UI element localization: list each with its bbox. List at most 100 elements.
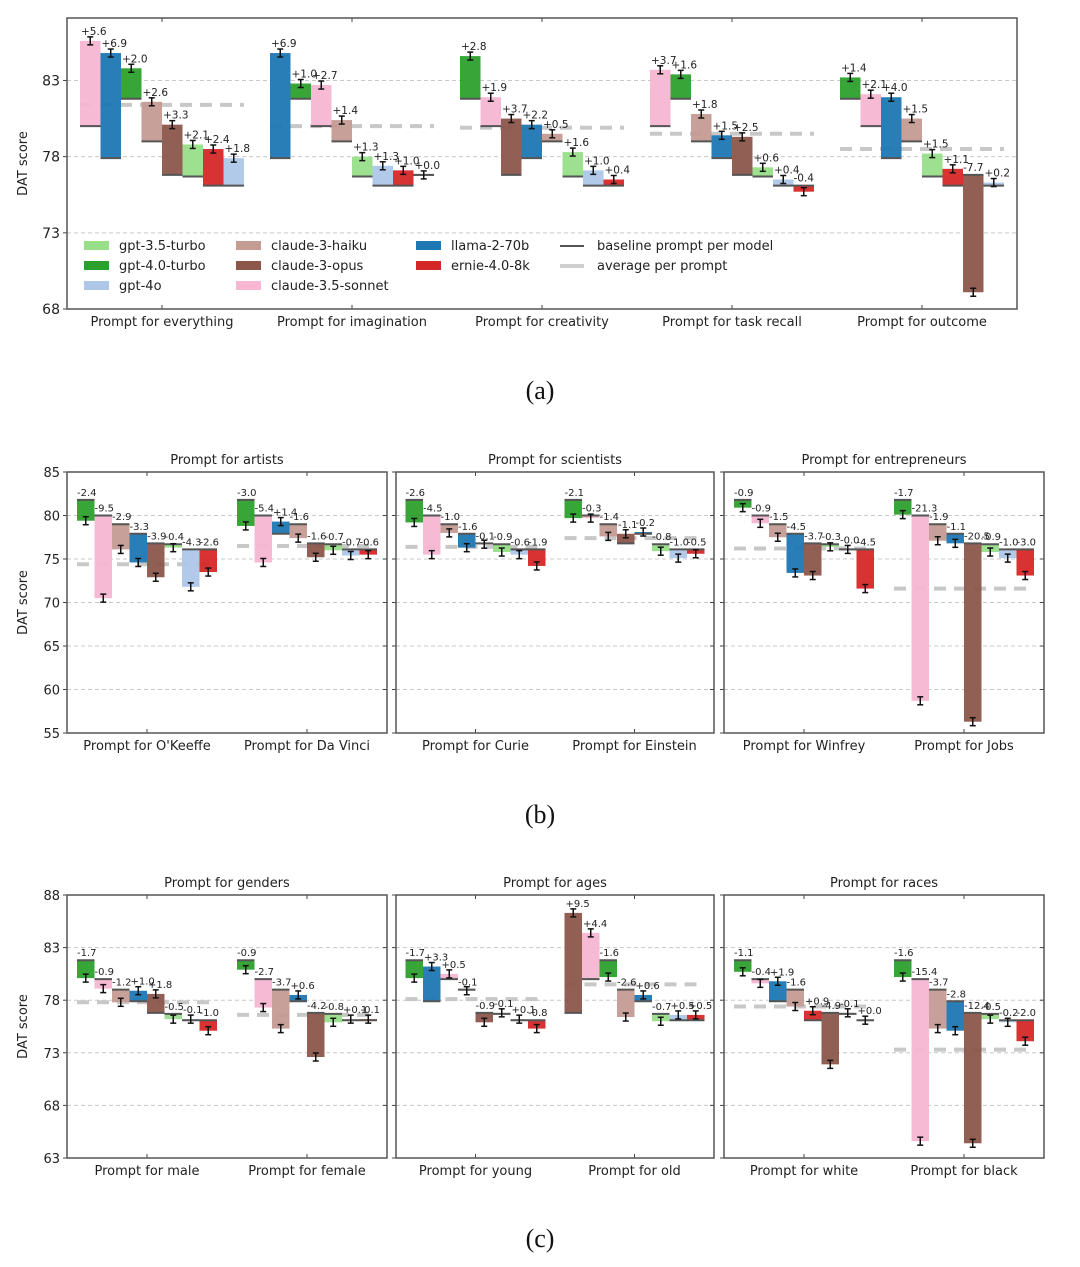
data-label: +2.1 xyxy=(862,79,888,91)
bar-gpt-4.0-turbo xyxy=(599,960,617,978)
y-tick-label: 88 xyxy=(43,889,60,904)
data-label: -3.7 xyxy=(929,978,949,989)
bar-claude-3-opus xyxy=(821,1012,839,1065)
group-0: Prompt for white -1.1 -0.4+1.9-1.6 +0.9-4.9… xyxy=(734,895,882,1179)
data-label: +6.9 xyxy=(102,38,128,50)
group-0: Prompt for male-1.7-0.9-1.2+1.0+1.8-0.5-… xyxy=(77,895,219,1179)
group-4: Prompt for outcome +1.4 +2.1+4.0 +1.5 +1.5 +1… xyxy=(840,18,1010,330)
bar-gpt-4.0-turbo xyxy=(460,56,481,99)
bar-claude-3-haiku xyxy=(331,120,352,142)
data-label: -0.7 xyxy=(652,1002,672,1013)
data-label: -1.6 xyxy=(894,948,914,959)
legend-swatch-ernie-4.0-8k xyxy=(416,261,441,270)
data-label: -1.1 xyxy=(618,520,638,531)
y-tick-label: 55 xyxy=(43,727,60,742)
legend-swatch-claude-3-opus xyxy=(236,261,261,270)
bar-ernie-4.0-8k xyxy=(199,549,217,573)
data-label: +2.6 xyxy=(143,87,169,99)
bar-claude-3-haiku xyxy=(929,989,947,1029)
data-label: -1.6 xyxy=(600,948,620,959)
panel-title: Prompt for scientists xyxy=(488,453,622,468)
data-label: +0.0 xyxy=(415,160,441,172)
group-3: Prompt for task recall +3.7+1.6 +1.8 +1.5+2… xyxy=(650,18,814,330)
data-label: -1.9 xyxy=(929,512,949,523)
legend-swatch-claude-3-haiku xyxy=(236,241,261,250)
caption-b: (b) xyxy=(524,800,556,829)
bar-gpt-4.0-turbo xyxy=(734,960,752,972)
group-1: Prompt for female-0.9-2.7-3.7+0.6-4.2-0.… xyxy=(237,895,380,1179)
bar-gpt-4.0-turbo xyxy=(894,960,912,978)
group-1: Prompt for Einstein -2.1 -0.3-1.4-1.1-0.2 -… xyxy=(564,472,707,754)
bar-gpt-4.0-turbo xyxy=(405,499,423,523)
data-label: +0.4 xyxy=(774,164,800,176)
y-tick-label: 85 xyxy=(43,466,60,481)
data-label: -1.4 xyxy=(600,512,620,523)
data-label: -0.3 xyxy=(582,504,602,515)
panel-title: Prompt for entrepreneurs xyxy=(801,453,966,468)
data-label: -4.5 xyxy=(787,522,807,533)
x-tick-label: Prompt for white xyxy=(750,1164,858,1179)
data-label: -2.1 xyxy=(565,488,585,499)
y-tick-label: 75 xyxy=(43,553,60,568)
bar-claude-3.5-sonnet xyxy=(911,515,929,701)
panel-b1: 55 60 65 70 75 80 85 Prompt for artists DAT scor… xyxy=(16,453,388,754)
y-tick-label: 78 xyxy=(42,150,60,166)
x-tick-label: Prompt for imagination xyxy=(277,315,427,330)
legend-baseline-label: baseline prompt per model xyxy=(597,239,773,254)
bar-gpt-3.5-turbo xyxy=(182,144,203,177)
data-label: +0.5 xyxy=(442,960,466,971)
group-2: Prompt for creativity+2.8+1.9+3.7+2.2+0.… xyxy=(460,18,630,330)
y-tick-label: 60 xyxy=(43,684,60,699)
plot-frame xyxy=(723,471,1045,734)
data-label: +1.4 xyxy=(333,105,359,117)
data-label: -0.1 xyxy=(183,1005,203,1016)
data-label: +2.7 xyxy=(312,70,338,82)
bar-claude-3-opus xyxy=(162,124,183,175)
data-label: -2.0 xyxy=(1017,1008,1037,1019)
data-label: +1.5 xyxy=(903,104,929,116)
y-axis-label: DAT score xyxy=(16,570,31,635)
bar-claude-3.5-sonnet xyxy=(254,515,272,563)
x-tick-label: Prompt for old xyxy=(588,1164,681,1179)
data-label: -9.5 xyxy=(95,504,115,515)
bar-claude-3-haiku xyxy=(112,989,130,1003)
data-label: -1.0 xyxy=(200,1008,220,1019)
x-tick-label: Prompt for Winfrey xyxy=(743,739,866,754)
data-label: +3.3 xyxy=(424,953,448,964)
bar-gpt-4.0-turbo xyxy=(840,77,861,99)
bar-gpt-3.5-turbo xyxy=(352,156,373,177)
panel-title: Prompt for genders xyxy=(164,876,290,891)
data-label: -2.6 xyxy=(406,488,426,499)
bar-claude-3.5-sonnet xyxy=(80,40,101,127)
data-label: -3.7 xyxy=(804,531,824,542)
data-label: -0.1 xyxy=(494,999,514,1010)
plot-frame xyxy=(395,471,715,734)
data-label: -3.7 xyxy=(272,978,292,989)
bar-claude-3-opus xyxy=(804,543,822,576)
y-tick-label: 83 xyxy=(43,942,60,957)
data-label: -7.7 xyxy=(963,162,984,174)
panel-title: Prompt for artists xyxy=(170,453,284,468)
data-label: +0.2 xyxy=(985,168,1011,180)
y-tick-label: 68 xyxy=(43,1099,60,1114)
y-tick-label: 80 xyxy=(43,510,60,525)
bar-claude-3-haiku xyxy=(929,524,947,541)
data-label: +0.1 xyxy=(512,1005,536,1016)
data-label: -1.6 xyxy=(458,522,478,533)
group-1: Prompt for old+9.5+4.4-1.6-2.6+0.6-0.7+0… xyxy=(564,895,712,1179)
bar-gpt-4.0-turbo xyxy=(405,960,423,979)
data-label: -1.0 xyxy=(441,512,461,523)
bar-ernie-4.0-8k xyxy=(199,1020,217,1031)
data-label: -1.7 xyxy=(77,948,97,959)
legend-swatch-llama-2-70b xyxy=(416,241,441,250)
bar-claude-3-opus xyxy=(147,993,165,1013)
data-label: -20.5 xyxy=(964,531,990,542)
data-label: -0.1 xyxy=(840,999,860,1010)
group-0: Prompt for Winfrey-0.9-0.9-1.5-4.5-3.7-0… xyxy=(734,472,876,754)
data-label: -0.0 xyxy=(840,535,860,546)
group-1: Prompt for black-1.6-15.4-3.7-2.8-12.4-0… xyxy=(894,895,1036,1179)
legend-label-gpt-3.5-turbo: gpt-3.5-turbo xyxy=(119,239,206,254)
data-label: +2.8 xyxy=(461,41,487,53)
y-tick-label: 70 xyxy=(43,597,60,612)
panel-c1: 63 68 73 78 83 88 Prompt for genders DAT score P… xyxy=(16,876,388,1179)
